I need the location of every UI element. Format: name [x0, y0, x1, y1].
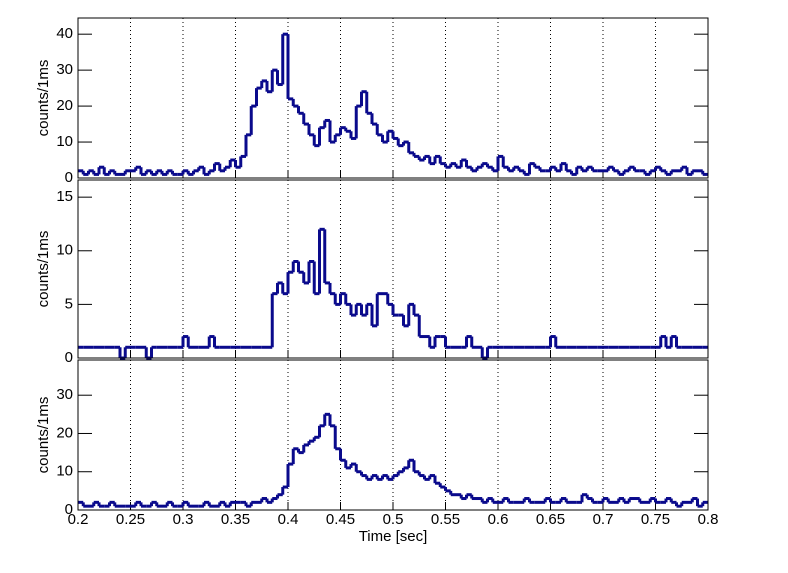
y-tick-label: 10	[56, 242, 73, 259]
y-tick-label: 15	[56, 188, 73, 205]
y-tick-label: 30	[56, 386, 73, 403]
y-tick-label: 20	[56, 97, 73, 114]
x-tick-label: 0.5	[383, 511, 404, 528]
x-tick-label: 0.65	[536, 511, 565, 528]
y-tick-label: 10	[56, 463, 73, 480]
y-tick-label: 30	[56, 61, 73, 78]
x-tick-label: 0.3	[173, 511, 194, 528]
y-axis-label: counts/1ms	[35, 231, 52, 308]
y-tick-label: 0	[65, 169, 73, 186]
x-tick-label: 0.45	[326, 511, 355, 528]
y-tick-label: 5	[65, 295, 73, 312]
x-tick-label: 0.25	[116, 511, 145, 528]
y-tick-label: 10	[56, 133, 73, 150]
y-tick-label: 20	[56, 424, 73, 441]
y-tick-label: 40	[56, 25, 73, 42]
y-tick-label: 0	[65, 349, 73, 366]
plot-frame	[77, 359, 709, 511]
x-tick-label: 0.2	[68, 511, 89, 528]
x-tick-label: 0.8	[698, 511, 719, 528]
plot-frame	[77, 179, 709, 359]
x-tick-label: 0.4	[278, 511, 299, 528]
x-tick-label: 0.6	[488, 511, 509, 528]
x-tick-label: 0.35	[221, 511, 250, 528]
y-axis-label: counts/1ms	[35, 397, 52, 474]
x-axis-label: Time [sec]	[359, 528, 428, 545]
y-axis-label: counts/1ms	[35, 60, 52, 137]
x-tick-label: 0.55	[431, 511, 460, 528]
plot-frame	[77, 17, 709, 179]
x-tick-label: 0.7	[593, 511, 614, 528]
y-tick-label: 0	[65, 501, 73, 518]
x-tick-label: 0.75	[641, 511, 670, 528]
